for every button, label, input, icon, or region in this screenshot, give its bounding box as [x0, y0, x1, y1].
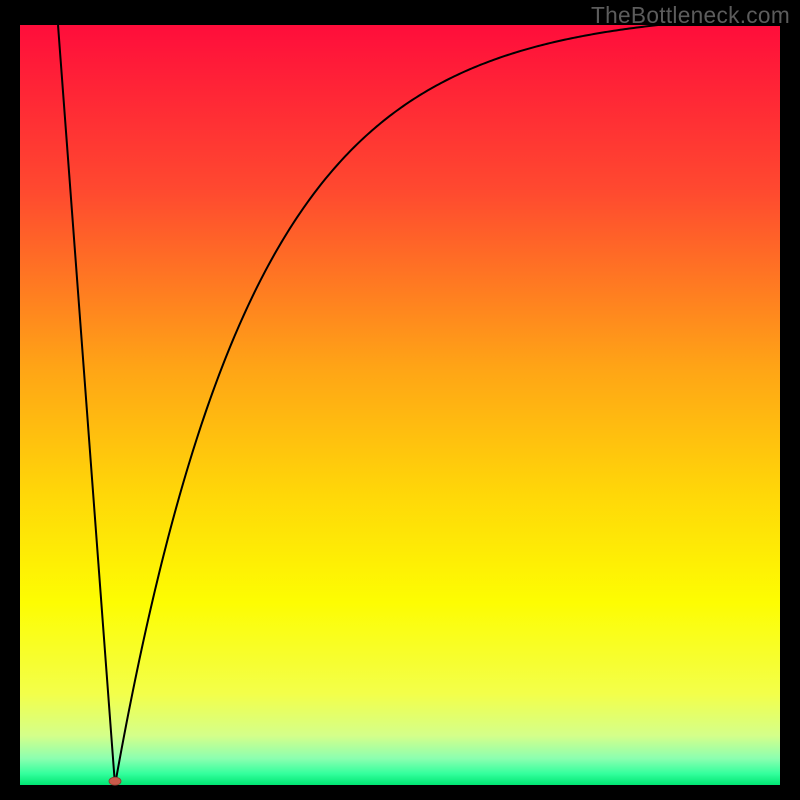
chart-svg: [0, 0, 800, 800]
bottleneck-chart: TheBottleneck.com: [0, 0, 800, 800]
minimum-marker: [109, 777, 121, 785]
plot-background: [20, 25, 780, 785]
